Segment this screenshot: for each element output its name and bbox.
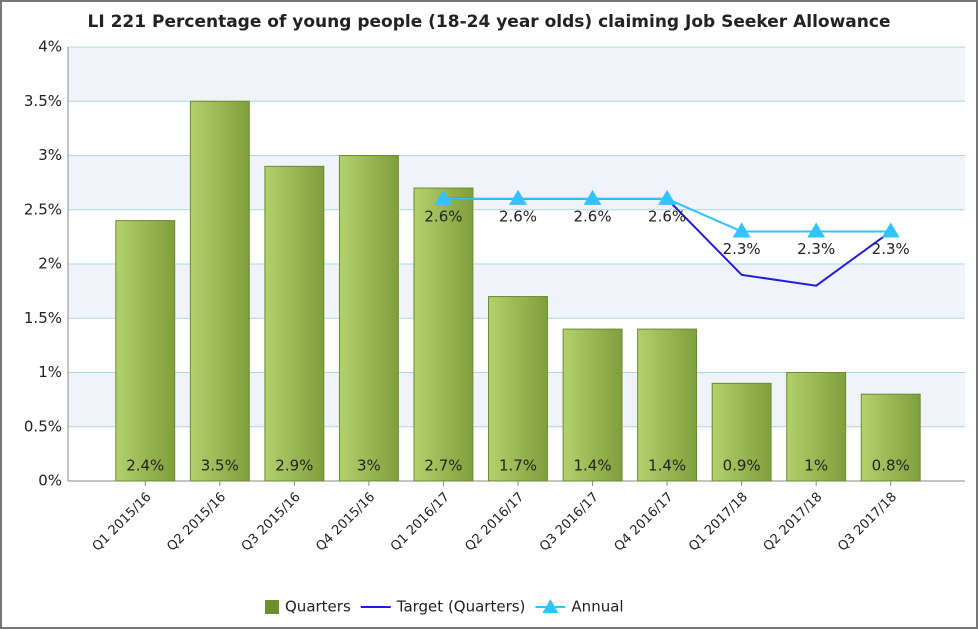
bar-value-label: 1.4% xyxy=(648,457,686,475)
bar-value-label: 2.4% xyxy=(126,457,164,475)
bar xyxy=(189,100,250,482)
y-tick-label: 2% xyxy=(38,255,62,273)
line-value-label: 2.6% xyxy=(648,207,686,225)
bar xyxy=(115,220,176,482)
bar xyxy=(488,296,548,482)
bar-value-label: 1.7% xyxy=(499,457,537,475)
bar-value-label: 1% xyxy=(804,457,828,475)
bar-value-label: 2.7% xyxy=(424,457,462,475)
bar xyxy=(264,165,325,482)
marker xyxy=(732,222,751,238)
bar-value-label: 0.8% xyxy=(872,457,910,475)
line-value-label: 2.3% xyxy=(797,240,835,258)
y-tick-label: 3.5% xyxy=(24,92,62,110)
y-tick-label: 0% xyxy=(38,472,62,490)
chart-title: LI 221 Percentage of young people (18-24… xyxy=(88,12,891,32)
marker xyxy=(509,189,527,205)
plot-band xyxy=(68,47,965,102)
line-value-label: 2.6% xyxy=(424,207,462,225)
line-value-label: 2.6% xyxy=(499,207,537,225)
marker xyxy=(583,189,602,205)
y-tick-label: 3% xyxy=(38,146,62,164)
line-value-label: 2.6% xyxy=(573,207,611,225)
marker xyxy=(658,189,677,205)
bar-value-label: 3.5% xyxy=(201,457,239,475)
y-tick-label: 2.5% xyxy=(24,200,62,218)
bar xyxy=(786,372,847,482)
marker xyxy=(434,189,453,205)
bar-value-label: 1.4% xyxy=(573,457,611,475)
y-tick-label: 1% xyxy=(38,363,62,381)
line-value-label: 2.3% xyxy=(872,240,910,258)
bar xyxy=(711,382,772,482)
legend-label: Annual xyxy=(571,598,623,616)
bar xyxy=(637,328,698,482)
y-tick-label: 4% xyxy=(38,38,62,56)
line-value-label: 2.3% xyxy=(723,240,761,258)
bar xyxy=(562,328,623,482)
y-tick-label: 0.5% xyxy=(24,417,62,435)
legend-label: Quarters xyxy=(285,598,351,616)
bar-value-label: 0.9% xyxy=(723,457,761,475)
bar-value-label: 3% xyxy=(357,457,381,475)
y-tick-label: 1.5% xyxy=(24,309,62,327)
marker xyxy=(881,222,900,238)
bar-value-label: 2.9% xyxy=(275,457,313,475)
legend-marker xyxy=(542,599,559,613)
legend-swatch xyxy=(265,600,279,614)
legend-label: Target (Quarters) xyxy=(396,598,526,616)
marker xyxy=(807,222,826,238)
bar xyxy=(413,187,474,482)
bar xyxy=(860,393,921,482)
bar xyxy=(338,155,399,482)
